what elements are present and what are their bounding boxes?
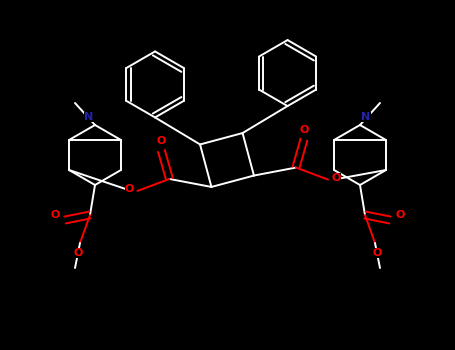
Text: O: O [51, 210, 60, 220]
Text: O: O [331, 173, 341, 183]
Text: O: O [73, 248, 83, 258]
Text: O: O [299, 125, 308, 134]
Text: O: O [157, 136, 166, 146]
Text: N: N [84, 112, 94, 122]
Text: N: N [361, 112, 371, 122]
Text: O: O [395, 210, 404, 220]
Text: O: O [125, 184, 134, 194]
Text: O: O [372, 248, 382, 258]
